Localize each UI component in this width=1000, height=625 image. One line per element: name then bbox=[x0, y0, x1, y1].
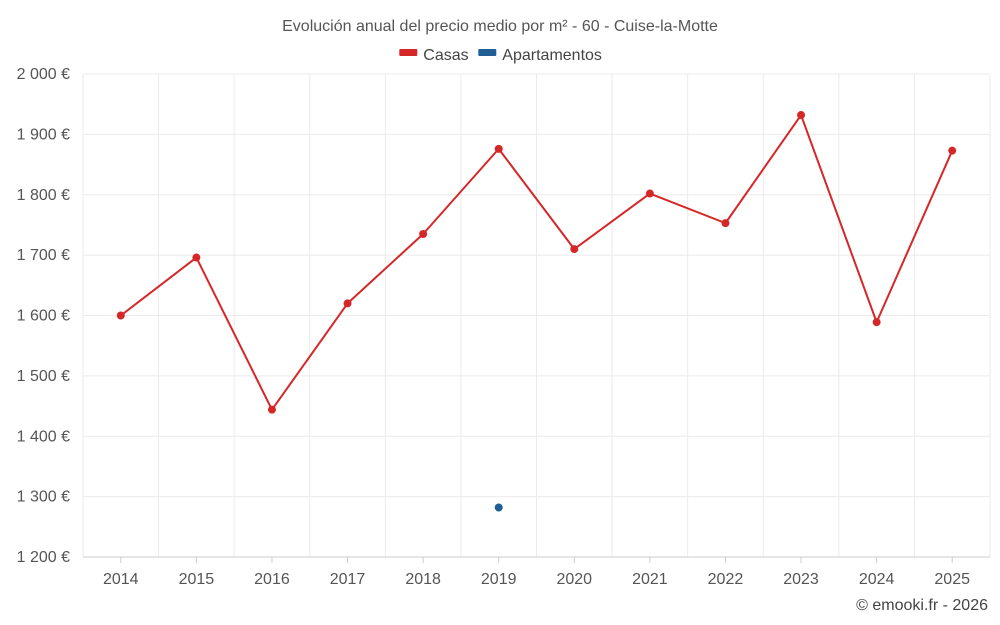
data-point bbox=[948, 146, 957, 155]
chart-title: Evolución anual del precio medio por m² … bbox=[282, 18, 718, 35]
series-layer bbox=[116, 111, 957, 512]
legend-swatch bbox=[399, 49, 418, 56]
legend: Casas Apartamentos bbox=[399, 47, 602, 64]
data-point bbox=[797, 111, 806, 120]
data-point bbox=[343, 299, 352, 308]
x-tick-label: 2022 bbox=[708, 571, 744, 588]
data-point bbox=[721, 219, 730, 228]
x-tick-label: 2024 bbox=[859, 571, 895, 588]
data-point bbox=[872, 318, 881, 327]
y-tick-label: 1 900 € bbox=[17, 126, 70, 143]
series-line bbox=[120, 114, 954, 411]
y-tick-label: 1 400 € bbox=[17, 428, 70, 445]
series-casas bbox=[116, 111, 957, 414]
series-apartamentos bbox=[494, 503, 503, 512]
y-tick-label: 1 200 € bbox=[17, 549, 70, 566]
data-point bbox=[645, 189, 654, 198]
legend-item-casas: Casas bbox=[399, 47, 469, 64]
y-tick-label: 1 500 € bbox=[17, 368, 70, 385]
data-point bbox=[192, 253, 201, 262]
data-point bbox=[267, 405, 276, 414]
x-tick-label: 2019 bbox=[481, 571, 517, 588]
data-point bbox=[570, 245, 579, 254]
x-tick-label: 2021 bbox=[632, 571, 668, 588]
y-tick-label: 1 600 € bbox=[17, 308, 70, 325]
grid-lines bbox=[82, 73, 991, 558]
x-tick-label: 2017 bbox=[330, 571, 366, 588]
data-point bbox=[494, 503, 503, 512]
legend-label: Apartamentos bbox=[502, 47, 602, 64]
x-tick-label: 2018 bbox=[405, 571, 441, 588]
x-tick-label: 2025 bbox=[934, 571, 970, 588]
data-point bbox=[494, 144, 503, 153]
axes: 1 200 € 1 300 € 1 400 € 1 500 € 1 600 € 1 700… bbox=[17, 66, 990, 588]
x-tick-label: 2023 bbox=[783, 571, 819, 588]
x-tick-label: 2015 bbox=[179, 571, 215, 588]
x-tick-label: 2016 bbox=[254, 571, 290, 588]
y-tick-label: 1 700 € bbox=[17, 247, 70, 264]
legend-swatch bbox=[478, 49, 497, 56]
data-point bbox=[116, 311, 125, 320]
x-tick-label: 2014 bbox=[103, 571, 139, 588]
y-tick-label: 1 300 € bbox=[17, 489, 70, 506]
data-point bbox=[419, 229, 428, 238]
legend-item-apartamentos: Apartamentos bbox=[478, 47, 602, 64]
chart-credit: © emooki.fr - 2026 bbox=[856, 597, 988, 614]
y-tick-label: 1 800 € bbox=[17, 187, 70, 204]
y-tick-label: 2 000 € bbox=[17, 66, 70, 83]
legend-label: Casas bbox=[423, 47, 468, 64]
x-tick-label: 2020 bbox=[556, 571, 592, 588]
